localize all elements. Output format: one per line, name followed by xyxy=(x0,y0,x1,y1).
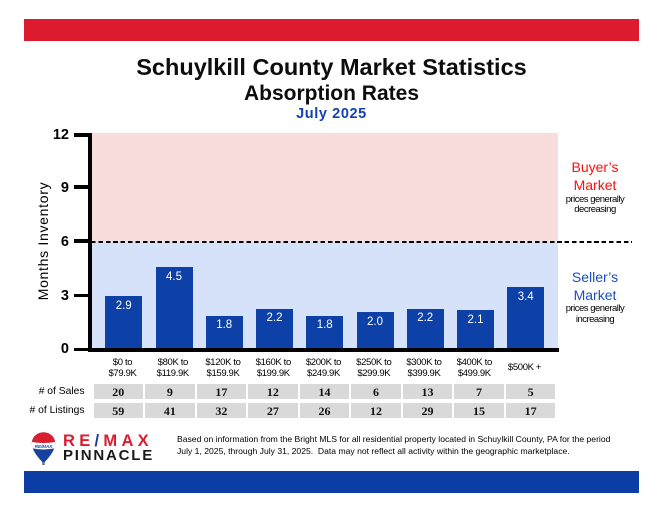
svg-text:RE/MAX: RE/MAX xyxy=(34,443,52,448)
